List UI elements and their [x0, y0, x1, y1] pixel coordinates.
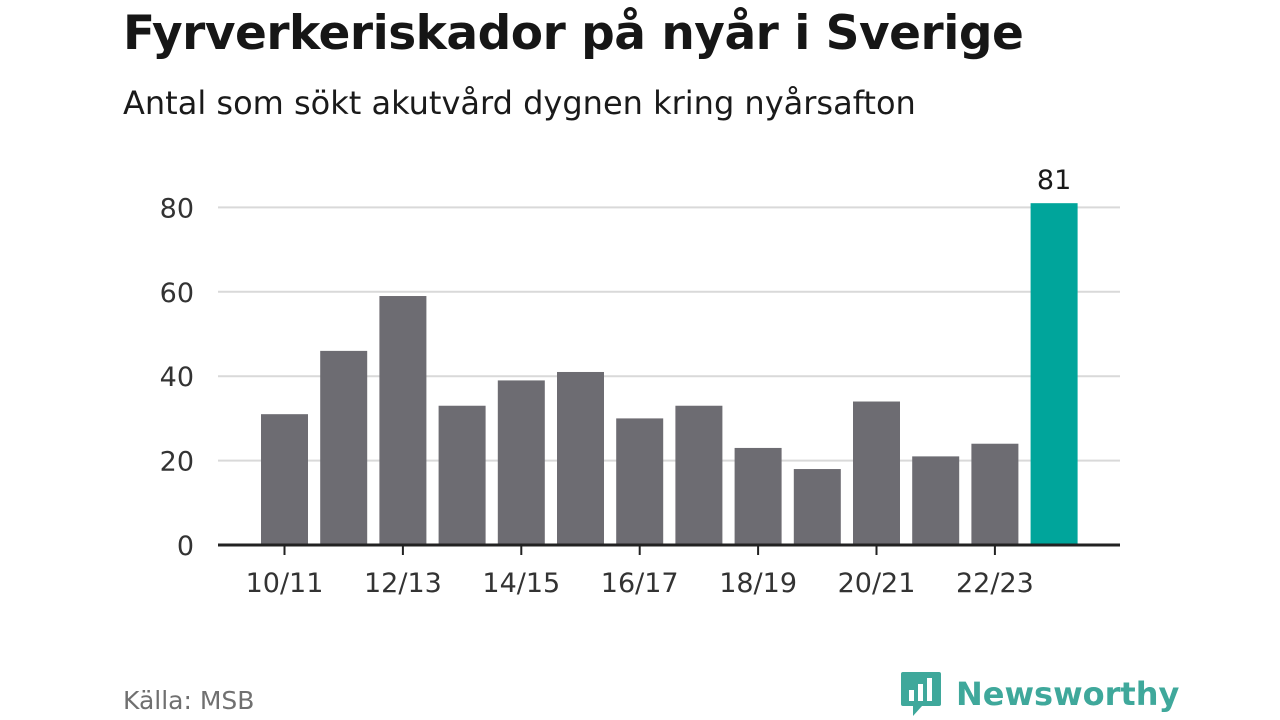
x-tick-label: 16/17 [601, 568, 679, 599]
x-tick-label: 12/13 [364, 568, 442, 599]
bar [616, 418, 664, 545]
brand-name: Newsworthy [956, 675, 1180, 713]
brand-logo: Newsworthy [900, 670, 1179, 718]
bar [1030, 203, 1078, 545]
x-tick-label: 22/23 [956, 568, 1034, 599]
bar [734, 447, 782, 545]
bar [261, 414, 308, 545]
source-note: Källa: MSB [123, 686, 255, 715]
bar [912, 456, 960, 545]
bar [379, 296, 427, 545]
y-tick-label: 20 [160, 447, 194, 478]
newsworthy-logo-icon [901, 672, 941, 716]
x-tick-label: 20/21 [838, 568, 916, 599]
data-label: 81 [1037, 165, 1071, 196]
bar [557, 371, 604, 545]
bar [320, 350, 368, 545]
bar [438, 405, 486, 545]
x-tick-label: 14/15 [482, 568, 560, 599]
bar [497, 380, 545, 545]
bar [853, 401, 900, 545]
bar [971, 443, 1019, 545]
y-tick-label: 40 [160, 362, 194, 393]
bar [793, 469, 841, 545]
y-tick-label: 80 [160, 193, 194, 224]
y-tick-label: 0 [177, 531, 194, 562]
y-tick-label: 60 [160, 278, 194, 309]
x-tick-label: 10/11 [246, 568, 324, 599]
x-tick-label: 18/19 [719, 568, 797, 599]
chart-title: Fyrverkeriskador på nyår i Sverige [123, 6, 1024, 61]
bar [675, 405, 723, 545]
chart-subtitle: Antal som sökt akutvård dygnen kring nyå… [123, 84, 916, 122]
